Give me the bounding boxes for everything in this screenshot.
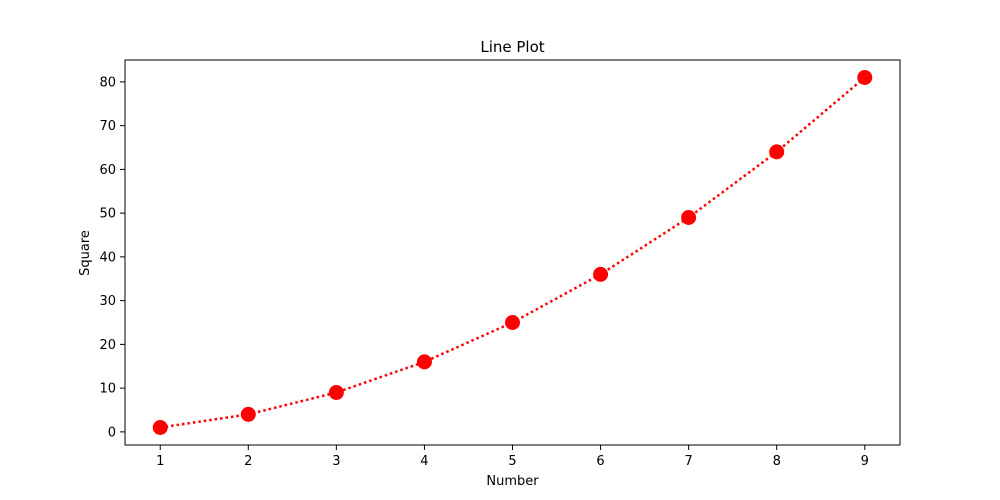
data-point bbox=[328, 385, 344, 400]
x-tick-label: 3 bbox=[332, 454, 340, 469]
data-point bbox=[681, 210, 697, 225]
chart-title: Line Plot bbox=[480, 38, 544, 56]
x-tick-label: 8 bbox=[773, 454, 781, 469]
series-line bbox=[160, 76, 866, 429]
y-axis-label: Square bbox=[78, 230, 93, 276]
data-point bbox=[769, 144, 785, 160]
y-tick-label: 40 bbox=[99, 250, 116, 265]
x-tick-label: 7 bbox=[684, 454, 692, 469]
y-tick-label: 0 bbox=[108, 425, 116, 440]
x-tick-label: 9 bbox=[861, 454, 869, 469]
series-points bbox=[152, 70, 873, 435]
x-tick-label: 4 bbox=[420, 454, 428, 469]
x-tick-label: 6 bbox=[596, 454, 604, 469]
x-axis-label: Number bbox=[486, 474, 539, 489]
data-point bbox=[593, 266, 609, 282]
data-point bbox=[416, 354, 432, 370]
y-tick-label: 70 bbox=[99, 119, 116, 134]
y-tick-label: 50 bbox=[99, 207, 116, 222]
plot-area-frame bbox=[124, 59, 901, 446]
x-tick-label: 1 bbox=[156, 454, 164, 469]
x-tick-label: 2 bbox=[244, 454, 252, 469]
x-axis-ticks: 1 2 3 4 5 6 7 8 9 bbox=[156, 445, 869, 469]
data-point bbox=[505, 315, 520, 330]
y-tick-label: 30 bbox=[99, 294, 116, 309]
y-tick-label: 80 bbox=[99, 75, 116, 90]
data-point bbox=[857, 70, 873, 85]
y-axis-ticks: 0 10 20 30 40 50 60 70 80 bbox=[99, 75, 125, 440]
data-point bbox=[240, 406, 256, 422]
y-tick-label: 20 bbox=[99, 338, 116, 353]
x-tick-label: 5 bbox=[508, 454, 516, 469]
data-point bbox=[152, 420, 168, 435]
y-tick-label: 10 bbox=[99, 382, 116, 397]
y-tick-label: 60 bbox=[99, 163, 116, 178]
